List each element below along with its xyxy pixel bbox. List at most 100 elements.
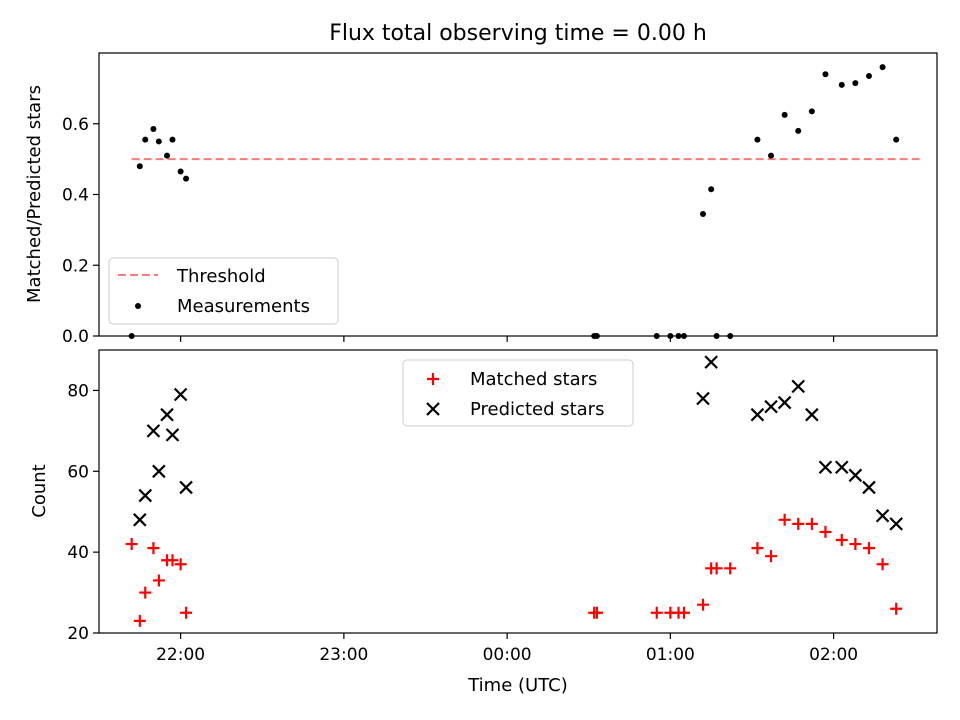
predicted-star-point [791, 379, 806, 394]
matched-star-point [819, 525, 832, 538]
matched-star-point [677, 606, 690, 619]
matched-star-point [125, 538, 138, 551]
measurement-point [708, 186, 715, 193]
matched-star-point [765, 550, 778, 563]
measurement-point [808, 108, 815, 115]
x-tick-label: 01:00 [646, 645, 695, 665]
predicted-star-point [818, 460, 833, 475]
measurement-point [142, 136, 149, 143]
measurement-point [164, 152, 171, 159]
predicted-star-point [805, 407, 819, 422]
bottom-panel: Count Time (UTC) 22:00 23:00 00:00 01:00 02:… [29, 349, 938, 696]
predicted-star-point [173, 387, 188, 402]
matched-star-point [778, 513, 791, 526]
matched-star-point [697, 598, 710, 611]
matched-star-point [710, 562, 723, 575]
bottom-plot-frame [98, 349, 938, 634]
measurement-point [177, 168, 184, 175]
bottom-plot-marks [125, 355, 903, 627]
matched-star-point [805, 517, 818, 530]
matched-star-point [792, 517, 805, 530]
matched-star-point [849, 538, 862, 551]
y-tick-label: 0.0 [62, 327, 89, 347]
matched-star-point [174, 558, 187, 571]
matched-star-point [890, 602, 903, 615]
matched-star-point [862, 542, 875, 555]
y-tick-label: 60 [67, 462, 89, 482]
legend-measurement-swatch [135, 303, 141, 309]
measurement-point [169, 136, 176, 143]
measurement-point [781, 111, 788, 118]
matched-star-point [590, 606, 603, 619]
predicted-star-point [152, 464, 166, 479]
measurement-point [879, 64, 886, 71]
x-tick-label: 22:00 [156, 645, 205, 665]
measurement-point [865, 72, 872, 79]
legend-matched-label: Matched stars [470, 369, 597, 390]
y-tick-label: 40 [67, 543, 89, 563]
measurement-point [768, 152, 775, 159]
predicted-star-point [146, 424, 161, 438]
legend-predicted-swatch [426, 402, 440, 416]
matched-star-point [152, 574, 165, 587]
legend-measurement-label: Measurements [177, 296, 310, 317]
top-plot-marks [128, 64, 924, 339]
predicted-star-point [848, 468, 863, 483]
measurement-point [700, 210, 707, 217]
predicted-star-point [875, 508, 890, 523]
predicted-star-point [160, 407, 174, 422]
matched-star-point [133, 614, 146, 627]
measurement-point [136, 163, 143, 170]
predicted-star-point [764, 399, 778, 414]
x-tick-label: 00:00 [483, 645, 532, 665]
measurement-point [183, 175, 190, 182]
chart-title: Flux total observing time = 0.00 h [329, 21, 707, 46]
matched-star-point [166, 554, 179, 567]
predicted-star-point [889, 517, 903, 531]
predicted-star-point [750, 407, 765, 422]
predicted-star-point [704, 355, 718, 369]
matched-star-point [147, 542, 160, 555]
y-tick-label: 20 [67, 624, 89, 644]
predicted-star-point [165, 428, 180, 442]
matched-star-point [751, 542, 764, 555]
measurement-point [155, 138, 162, 145]
matched-star-point [180, 606, 193, 619]
top-axis-ticks: 0.0 0.2 0.4 0.6 [62, 115, 835, 347]
predicted-star-point [834, 460, 849, 475]
matched-star-point [835, 534, 848, 547]
y-tick-label: 0.6 [62, 115, 89, 135]
measurement-point [822, 71, 829, 78]
matched-star-point [139, 586, 152, 599]
y-tick-label: 0.2 [62, 256, 89, 276]
top-panel: Flux total observing time = 0.00 h Match… [24, 21, 938, 347]
measurement-point [852, 80, 859, 87]
matched-star-point [876, 558, 889, 571]
measurement-point [795, 127, 802, 134]
predicted-star-point [133, 513, 147, 527]
legend-box [108, 257, 339, 325]
y-tick-label: 0.4 [62, 186, 89, 206]
top-legend: Threshold Measurements [108, 257, 339, 325]
measurement-point [893, 136, 900, 143]
bottom-x-axis-label: Time (UTC) [467, 675, 568, 696]
predicted-star-point [138, 488, 153, 503]
legend-matched-swatch [427, 373, 439, 385]
bottom-legend: Matched stars Predicted stars [402, 359, 634, 427]
x-tick-label: 23:00 [319, 645, 368, 665]
legend-threshold-label: Threshold [176, 266, 266, 287]
legend-box [402, 359, 634, 427]
top-plot-frame [98, 52, 938, 337]
top-y-axis-label: Matched/Predicted stars [24, 85, 45, 303]
predicted-star-point [696, 391, 710, 406]
measurement-point [150, 126, 157, 133]
matched-star-point [724, 562, 737, 575]
legend-predicted-label: Predicted stars [470, 399, 604, 420]
predicted-star-point [777, 395, 792, 410]
measurement-point [838, 81, 845, 88]
x-tick-label: 02:00 [809, 645, 858, 665]
predicted-star-point [862, 480, 876, 495]
y-tick-label: 80 [67, 381, 89, 401]
matched-star-point [650, 606, 663, 619]
